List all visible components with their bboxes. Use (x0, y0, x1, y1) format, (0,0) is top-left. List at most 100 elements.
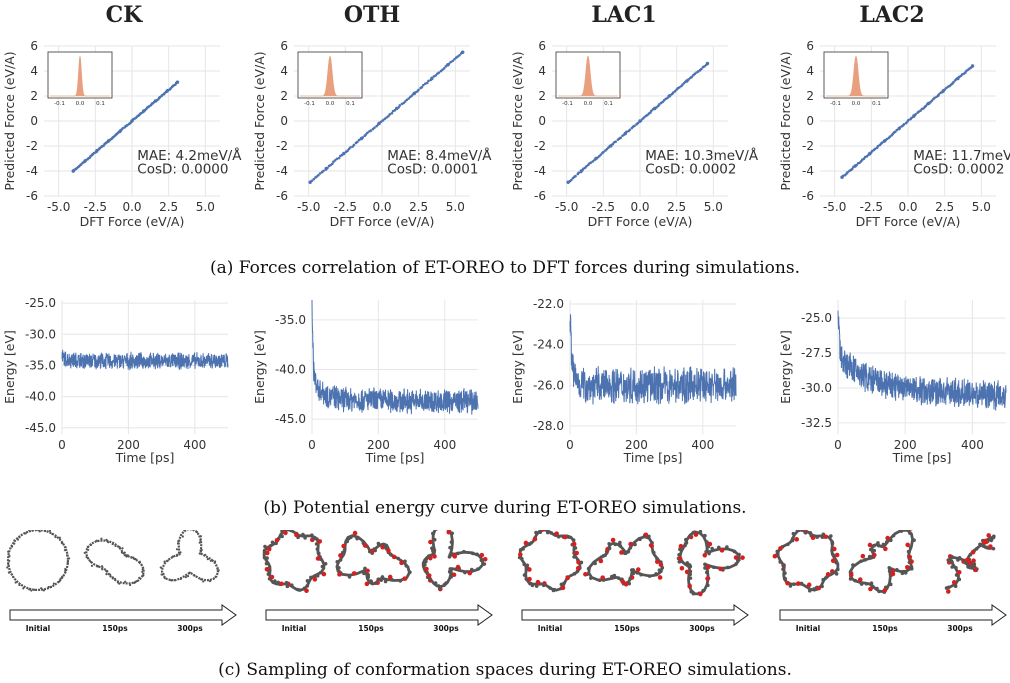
oxygen-atom (619, 550, 624, 555)
atom (199, 552, 203, 555)
atom (13, 542, 16, 545)
data-point (430, 76, 434, 81)
y-tick-label: -2 (26, 139, 38, 153)
oxygen-atom (785, 580, 790, 586)
data-point (130, 119, 134, 123)
atom (28, 530, 31, 532)
conformation-300ps (944, 533, 996, 594)
x-tick-label: 400 (961, 438, 984, 452)
conformation-initial (6, 530, 71, 592)
atom (166, 559, 169, 562)
atom (379, 578, 383, 582)
scatter-point (850, 167, 854, 171)
atom (957, 555, 962, 560)
atom (101, 568, 104, 571)
scatter-point (441, 68, 444, 72)
atom (859, 559, 863, 563)
atom (906, 549, 911, 554)
atom (711, 565, 716, 569)
y-tick-label: 4 (538, 64, 546, 78)
atom (430, 546, 434, 550)
inset-tick-label: 0.0 (326, 101, 335, 107)
atom (116, 581, 119, 584)
x-axis-label: DFT Force (eV/A) (588, 214, 693, 229)
atom (44, 530, 47, 533)
oxygen-atom (905, 542, 910, 548)
oxygen-atom (532, 536, 538, 542)
atom (449, 540, 454, 544)
data-point (926, 101, 931, 106)
data-point (853, 164, 857, 168)
inset-tick-label: 0.1 (96, 101, 105, 107)
atom (184, 576, 187, 579)
atom (118, 546, 121, 549)
atom (51, 532, 54, 536)
oxygen-atom (967, 560, 973, 566)
oxygen-atom (687, 584, 692, 589)
atom (618, 544, 623, 548)
conformation-300ps (421, 530, 488, 592)
oxygen-atom (868, 586, 873, 592)
oxygen-atom (951, 580, 957, 585)
atom (111, 576, 114, 579)
atom (8, 555, 11, 558)
atom (549, 531, 554, 535)
atom (432, 537, 437, 542)
y-axis-label: Energy [eV] (778, 330, 793, 404)
atom (101, 565, 104, 568)
inset-histogram (50, 55, 110, 97)
oxygen-atom (451, 572, 457, 578)
y-tick-label: 6 (538, 39, 546, 53)
scatter-point (373, 126, 376, 129)
oxygen-atom (620, 579, 626, 584)
atom (107, 541, 110, 544)
atom (314, 542, 319, 546)
atom (54, 535, 57, 539)
atom (125, 555, 128, 558)
atom (347, 575, 352, 579)
polymer-backbone (85, 539, 145, 585)
y-tick-label: -35.0 (25, 358, 56, 372)
oxygen-atom (467, 570, 473, 576)
atom (968, 552, 973, 557)
energy-series-line (61, 349, 229, 371)
atom (829, 534, 833, 538)
atom (572, 555, 576, 559)
data-point (71, 169, 76, 173)
atom (906, 530, 911, 532)
atom (133, 581, 136, 584)
atom (616, 576, 621, 580)
conformation-sampling-ck: Initial 150ps 300ps (6, 530, 237, 633)
atom (209, 559, 212, 562)
atom (33, 588, 36, 591)
scatter-point (407, 97, 411, 100)
oxygen-atom (576, 559, 581, 565)
oxygen-atom (535, 579, 541, 585)
atom (950, 565, 954, 569)
scatter-point (873, 147, 877, 151)
atom (198, 541, 201, 544)
atom (199, 535, 203, 538)
scatter-point (693, 72, 697, 76)
oxygen-atom (988, 544, 993, 549)
atom (337, 566, 341, 570)
y-tick-label: -40.0 (275, 362, 306, 376)
y-tick-label: 2 (30, 89, 38, 103)
oxygen-atom (794, 537, 800, 542)
oxygen-atom (269, 574, 275, 580)
oxygen-atom (574, 550, 579, 556)
atom (684, 541, 689, 545)
atom (30, 589, 33, 592)
atom (946, 558, 951, 562)
atom (58, 536, 61, 539)
inset-histogram (300, 55, 360, 97)
stage-label-300ps: 300ps (177, 624, 203, 633)
atom (442, 582, 447, 587)
atom (573, 546, 578, 550)
atom (18, 583, 21, 587)
atom (16, 538, 20, 541)
y-tick-label: -25.0 (801, 311, 832, 325)
x-tick-label: 2.5 (667, 200, 686, 214)
oxygen-atom (399, 560, 404, 566)
conformation-initial (517, 530, 584, 593)
